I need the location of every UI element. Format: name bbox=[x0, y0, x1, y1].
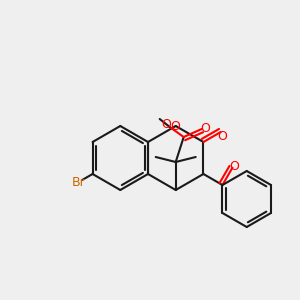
Text: O: O bbox=[170, 121, 180, 134]
Text: O: O bbox=[217, 130, 227, 142]
Text: O: O bbox=[161, 118, 171, 130]
Text: O: O bbox=[230, 160, 239, 173]
Text: Br: Br bbox=[72, 176, 86, 188]
Text: O: O bbox=[200, 122, 210, 134]
